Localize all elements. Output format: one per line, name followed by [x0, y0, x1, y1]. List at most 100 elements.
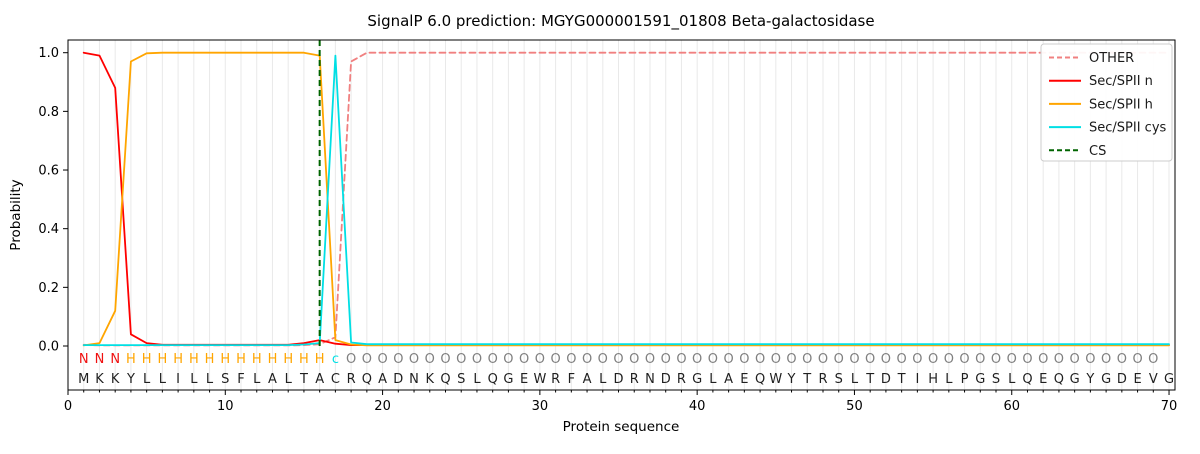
residue-letter: D: [393, 372, 403, 387]
annotation-letter: O: [550, 352, 560, 367]
annotation-letter: O: [897, 352, 907, 367]
residue-letter: Q: [440, 372, 450, 387]
residue-letter: T: [897, 372, 906, 387]
residue-letter: F: [568, 372, 575, 387]
x-axis-label: Protein sequence: [563, 419, 680, 435]
annotation-letter: H: [126, 352, 136, 367]
annotation-letter: O: [724, 352, 734, 367]
x-tick-label: 60: [1003, 399, 1020, 414]
y-tick-label: 1.0: [38, 46, 59, 61]
annotation-letter: O: [975, 352, 985, 367]
residue-letter: L: [285, 372, 293, 387]
annotation-letter: O: [425, 352, 435, 367]
residue-letter: I: [915, 372, 919, 387]
annotation-letter: H: [252, 352, 262, 367]
y-tick-label: 0.4: [38, 222, 59, 237]
residue-letter: E: [520, 372, 528, 387]
legend-label: OTHER: [1089, 51, 1134, 66]
annotation-letter: O: [676, 352, 686, 367]
annotation-letter: O: [802, 352, 812, 367]
residue-letter: R: [677, 372, 686, 387]
annotation-letter: H: [236, 352, 246, 367]
residue-letter: K: [95, 372, 104, 387]
residue-letter: W: [769, 372, 782, 387]
annotation-letter: O: [472, 352, 482, 367]
residue-letter: Y: [126, 372, 135, 387]
annotation-letter: O: [1085, 352, 1095, 367]
y-tick-label: 0.0: [38, 340, 59, 355]
annotation-letter: O: [1101, 352, 1111, 367]
annotation-letter: O: [377, 352, 387, 367]
annotation-letter: O: [362, 352, 372, 367]
residue-letter: L: [851, 372, 859, 387]
residue-letter: D: [661, 372, 671, 387]
probability-series: [82, 51, 1170, 347]
annotation-letter: O: [661, 352, 671, 367]
annotation-letter: O: [692, 352, 702, 367]
annotation-letter: N: [79, 352, 89, 367]
annotation-letter: O: [991, 352, 1001, 367]
residue-letter: T: [299, 372, 308, 387]
annotation-letter: O: [834, 352, 844, 367]
residue-letter: T: [865, 372, 874, 387]
legend: OTHER Sec/SPII n Sec/SPII h Sec/SPII cys CS: [1040, 43, 1173, 162]
residue-letter: K: [426, 372, 435, 387]
residue-letter: N: [645, 372, 655, 387]
annotation-letter: O: [1117, 352, 1127, 367]
annotation-letter: O: [739, 352, 749, 367]
annotation-letter: H: [220, 352, 230, 367]
residue-letter: P: [961, 372, 969, 387]
annotation-letter: O: [440, 352, 450, 367]
residue-letter: D: [614, 372, 624, 387]
residue-letter: G: [1164, 372, 1174, 387]
residue-letter: G: [975, 372, 985, 387]
series-line-sec-spii-n: [82, 51, 1170, 347]
annotation-letter: H: [157, 352, 167, 367]
residue-letter: G: [503, 372, 513, 387]
legend-label: Sec/SPII cys: [1089, 121, 1167, 136]
annotation-letter: O: [1132, 352, 1142, 367]
residue-letter: A: [268, 372, 277, 387]
residue-letter: Q: [1022, 372, 1032, 387]
annotation-letter: O: [1070, 352, 1080, 367]
annotation-letter: O: [849, 352, 859, 367]
residue-letter: S: [835, 372, 843, 387]
annotation-letter: O: [786, 352, 796, 367]
annotation-letter: H: [268, 352, 278, 367]
residue-letter: L: [190, 372, 198, 387]
gridlines: [83, 40, 1170, 390]
annotation-letter: O: [645, 352, 655, 367]
residue-letter: G: [1101, 372, 1111, 387]
annotation-letter: H: [299, 352, 309, 367]
residue-letter: R: [818, 372, 827, 387]
annotation-letter: O: [409, 352, 419, 367]
annotation-letter: O: [928, 352, 938, 367]
annotation-letter: O: [1054, 352, 1064, 367]
residue-letter: G: [692, 372, 702, 387]
x-tick-label: 10: [217, 399, 234, 414]
annotation-letter: O: [959, 352, 969, 367]
annotation-letter: O: [582, 352, 592, 367]
x-tick-label: 40: [689, 399, 706, 414]
residue-letter: L: [1008, 372, 1016, 387]
annotation-letter: O: [818, 352, 828, 367]
annotation-letter: O: [865, 352, 875, 367]
annotation-letter: O: [535, 352, 545, 367]
annotation-letter: O: [1038, 352, 1048, 367]
annotation-letter: O: [912, 352, 922, 367]
residue-letter: A: [724, 372, 733, 387]
residue-letter: D: [1117, 372, 1127, 387]
residue-letter: E: [1133, 372, 1141, 387]
annotation-letter: O: [1022, 352, 1032, 367]
annotation-letter: O: [613, 352, 623, 367]
chart-title: SignalP 6.0 prediction: MGYG000001591_01…: [367, 12, 874, 31]
annotation-letter: H: [283, 352, 293, 367]
residue-letter: I: [176, 372, 180, 387]
plot-border: [67, 39, 1176, 391]
residue-letter: K: [111, 372, 120, 387]
residue-letter: R: [551, 372, 560, 387]
annotation-letter: O: [944, 352, 954, 367]
residue-letter: L: [473, 372, 481, 387]
annotation-letter: N: [110, 352, 120, 367]
